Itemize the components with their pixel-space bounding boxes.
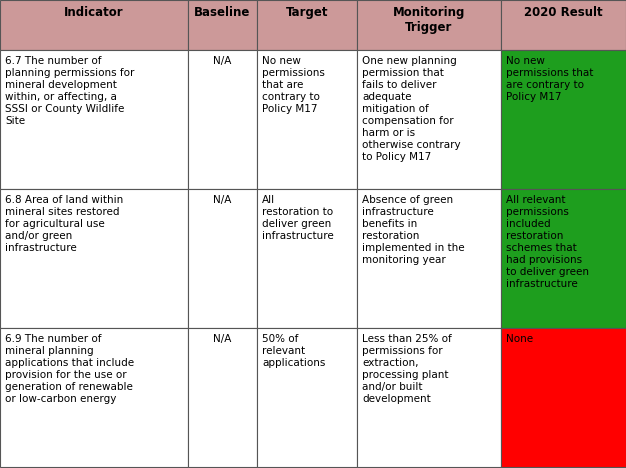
Bar xyxy=(357,189,501,328)
Text: 50% of
relevant
applications: 50% of relevant applications xyxy=(262,334,326,368)
Text: All relevant
permissions
included
restoration
schemes that
had provisions
to del: All relevant permissions included restor… xyxy=(506,195,589,289)
Bar xyxy=(501,328,626,467)
Bar xyxy=(501,189,626,328)
Bar xyxy=(357,50,501,189)
Bar xyxy=(188,0,257,50)
Text: Absence of green
infrastructure
benefits in
restoration
implemented in the
monit: Absence of green infrastructure benefits… xyxy=(362,195,464,265)
Text: 6.7 The number of
planning permissions for
mineral development
within, or affect: 6.7 The number of planning permissions f… xyxy=(5,56,135,126)
Text: Target: Target xyxy=(285,6,328,19)
Text: Baseline: Baseline xyxy=(194,6,250,19)
Bar xyxy=(357,328,501,467)
Text: 6.9 The number of
mineral planning
applications that include
provision for the u: 6.9 The number of mineral planning appli… xyxy=(5,334,134,404)
Text: N/A: N/A xyxy=(213,334,232,344)
Text: Less than 25% of
permissions for
extraction,
processing plant
and/or built
devel: Less than 25% of permissions for extract… xyxy=(362,334,452,404)
Text: No new
permissions that
are contrary to
Policy M17: No new permissions that are contrary to … xyxy=(506,56,593,102)
Text: No new
permissions
that are
contrary to
Policy M17: No new permissions that are contrary to … xyxy=(262,56,325,114)
Text: N/A: N/A xyxy=(213,56,232,66)
Bar xyxy=(257,328,357,467)
Bar xyxy=(257,0,357,50)
Bar xyxy=(0,50,188,189)
Bar xyxy=(501,0,626,50)
Text: N/A: N/A xyxy=(213,195,232,205)
Bar xyxy=(188,328,257,467)
Bar xyxy=(257,189,357,328)
Text: One new planning
permission that
fails to deliver
adequate
mitigation of
compens: One new planning permission that fails t… xyxy=(362,56,461,162)
Bar xyxy=(0,328,188,467)
Text: Monitoring
Trigger: Monitoring Trigger xyxy=(393,6,465,35)
Bar xyxy=(188,189,257,328)
Text: Indicator: Indicator xyxy=(64,6,124,19)
Bar xyxy=(188,50,257,189)
Text: 2020 Result: 2020 Result xyxy=(524,6,603,19)
Bar xyxy=(501,50,626,189)
Text: None: None xyxy=(506,334,533,344)
Bar xyxy=(357,0,501,50)
Bar xyxy=(0,0,188,50)
Text: All
restoration to
deliver green
infrastructure: All restoration to deliver green infrast… xyxy=(262,195,334,241)
Bar xyxy=(0,189,188,328)
Bar xyxy=(257,50,357,189)
Text: 6.8 Area of land within
mineral sites restored
for agricultural use
and/or green: 6.8 Area of land within mineral sites re… xyxy=(5,195,123,253)
